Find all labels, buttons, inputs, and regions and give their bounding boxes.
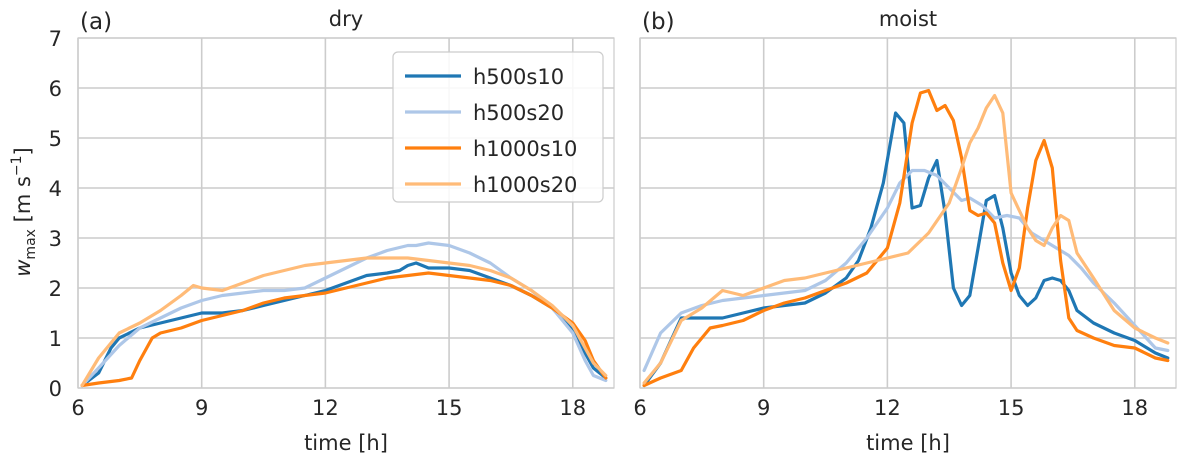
axes-frame-moist — [639, 37, 1177, 389]
grid-moist — [639, 37, 1176, 389]
y-tick-label: 4 — [49, 177, 62, 201]
x-tick-label: 18 — [559, 396, 586, 420]
panel-label-a: (a) — [80, 9, 112, 35]
series-line-h500s20 — [642, 168, 1170, 373]
ticks-moist: 6 9 12 15 18 — [633, 396, 1148, 420]
panel-title-dry: dry — [329, 7, 363, 31]
x-tick-label: 18 — [1121, 396, 1148, 420]
series-line-h1000s20 — [642, 93, 1170, 385]
legend-label-h1000s10: h1000s10 — [473, 137, 577, 161]
legend-label-h500s10: h500s10 — [473, 65, 564, 89]
legend-frame — [392, 51, 604, 203]
series-line-h1000s20 — [80, 256, 608, 388]
series-line-h1000s10 — [80, 271, 608, 388]
x-tick-label: 9 — [195, 396, 208, 420]
x-axis-label-dry: time [h] — [304, 431, 388, 455]
y-tick-label: 2 — [49, 277, 62, 301]
y-tick-label: 6 — [49, 77, 62, 101]
x-tick-label: 12 — [312, 396, 339, 420]
x-tick-label: 6 — [633, 396, 646, 420]
y-axis-label: wmax [m s−1] — [9, 147, 39, 277]
legend: h500s10 h500s20 h1000s10 h1000s20 — [392, 51, 604, 203]
y-tick-label: 5 — [49, 127, 62, 151]
series-line-h1000s10 — [642, 88, 1170, 388]
series-layer-dry — [80, 241, 608, 388]
panel-label-b: (b) — [642, 9, 675, 35]
legend-label-h1000s20: h1000s20 — [473, 173, 577, 197]
x-axis-label-moist: time [h] — [866, 431, 950, 455]
x-tick-label: 15 — [436, 396, 463, 420]
x-tick-label: 6 — [71, 396, 84, 420]
x-tick-label: 15 — [998, 396, 1025, 420]
y-tick-label: 0 — [49, 377, 62, 401]
y-tick-label: 7 — [49, 27, 62, 51]
x-tick-label: 12 — [874, 396, 901, 420]
axes-frame-dry — [77, 37, 615, 389]
legend-label-h500s20: h500s20 — [473, 101, 564, 125]
series-layer-moist — [642, 88, 1170, 388]
panel-moist: 6 9 12 15 18 (b) moist time [h] — [633, 7, 1177, 455]
series-line-h500s10 — [80, 261, 608, 388]
y-tick-label: 3 — [49, 227, 62, 251]
x-tick-label: 9 — [757, 396, 770, 420]
y-tick-label: 1 — [49, 327, 62, 351]
panel-title-moist: moist — [879, 7, 937, 31]
series-line-h500s20 — [80, 241, 608, 388]
